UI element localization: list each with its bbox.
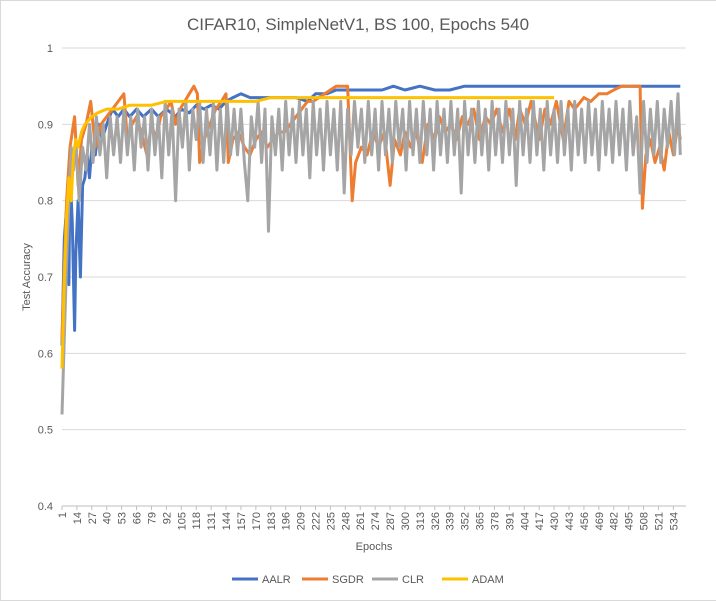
x-tick-label: 131 [206, 512, 218, 530]
x-tick-label: 261 [355, 512, 367, 530]
series-line-clr [60, 92, 682, 415]
x-tick-label: 456 [579, 512, 591, 530]
y-tick-label: 0.9 [38, 119, 53, 131]
x-tick-label: 144 [221, 512, 233, 530]
x-tick-label: 508 [639, 512, 651, 530]
x-tick-label: 417 [534, 512, 546, 530]
y-tick-label: 1 [47, 43, 53, 55]
x-tick-label: 53 [117, 512, 129, 524]
x-tick-label: 469 [594, 512, 606, 530]
x-tick-label: 92 [161, 512, 173, 524]
x-tick-label: 274 [370, 512, 382, 530]
x-tick-label: 287 [385, 512, 397, 530]
x-tick-label: 183 [266, 512, 278, 530]
y-tick-label: 0.4 [38, 501, 53, 513]
x-tick-label: 313 [415, 512, 427, 530]
legend: AALR SGDR CLR ADAM [232, 574, 504, 586]
chart-title: CIFAR10, SimpleNetV1, BS 100, Epochs 540 [187, 15, 529, 34]
x-tick-label: 66 [132, 512, 144, 524]
x-tick-label: 248 [340, 512, 352, 530]
x-tick-label: 482 [609, 512, 621, 530]
x-tick-label: 404 [519, 512, 531, 530]
series-lines [60, 84, 682, 415]
x-tick-label: 365 [475, 512, 487, 530]
x-tick-label: 378 [489, 512, 501, 530]
x-tick-label: 14 [72, 512, 84, 524]
x-tick-label: 430 [549, 512, 561, 530]
x-tick-label: 209 [296, 512, 308, 530]
legend-label: ADAM [472, 574, 504, 586]
x-tick-label: 196 [281, 512, 293, 530]
x-tick-label: 157 [236, 512, 248, 530]
x-axis: 1 14 27 40 53 66 79 92 105 118 131 144 157 170 183 196 2… [57, 506, 680, 530]
x-tick-label: 27 [87, 512, 99, 524]
x-tick-label: 79 [146, 512, 158, 524]
x-tick-label: 534 [668, 512, 680, 530]
x-tick-label: 352 [460, 512, 472, 530]
x-axis-title: Epochs [356, 541, 393, 553]
series-line-adam [60, 96, 555, 369]
legend-label: CLR [402, 574, 424, 586]
y-tick-label: 0.5 [38, 425, 53, 437]
x-tick-label: 339 [445, 512, 457, 530]
y-tick-label: 0.6 [38, 348, 53, 360]
x-tick-label: 495 [624, 512, 636, 530]
legend-label: AALR [262, 574, 291, 586]
y-tick-label: 0.8 [38, 196, 53, 208]
x-tick-label: 1 [57, 512, 69, 518]
y-axis-ticks: 0.4 0.5 0.6 0.7 0.8 0.9 1 [38, 43, 53, 513]
x-tick-label: 222 [311, 512, 323, 530]
x-tick-label: 391 [504, 512, 516, 530]
x-tick-label: 235 [325, 512, 337, 530]
y-tick-label: 0.7 [38, 272, 53, 284]
x-tick-label: 170 [251, 512, 263, 530]
legend-label: SGDR [332, 574, 364, 586]
x-tick-label: 40 [102, 512, 114, 524]
y-axis-title: Test Accuracy [21, 243, 33, 311]
x-tick-label: 105 [176, 512, 188, 530]
x-tick-label: 443 [564, 512, 576, 530]
x-tick-label: 300 [400, 512, 412, 530]
x-tick-label: 326 [430, 512, 442, 530]
x-tick-label: 521 [653, 512, 665, 530]
x-tick-label: 118 [191, 512, 203, 530]
